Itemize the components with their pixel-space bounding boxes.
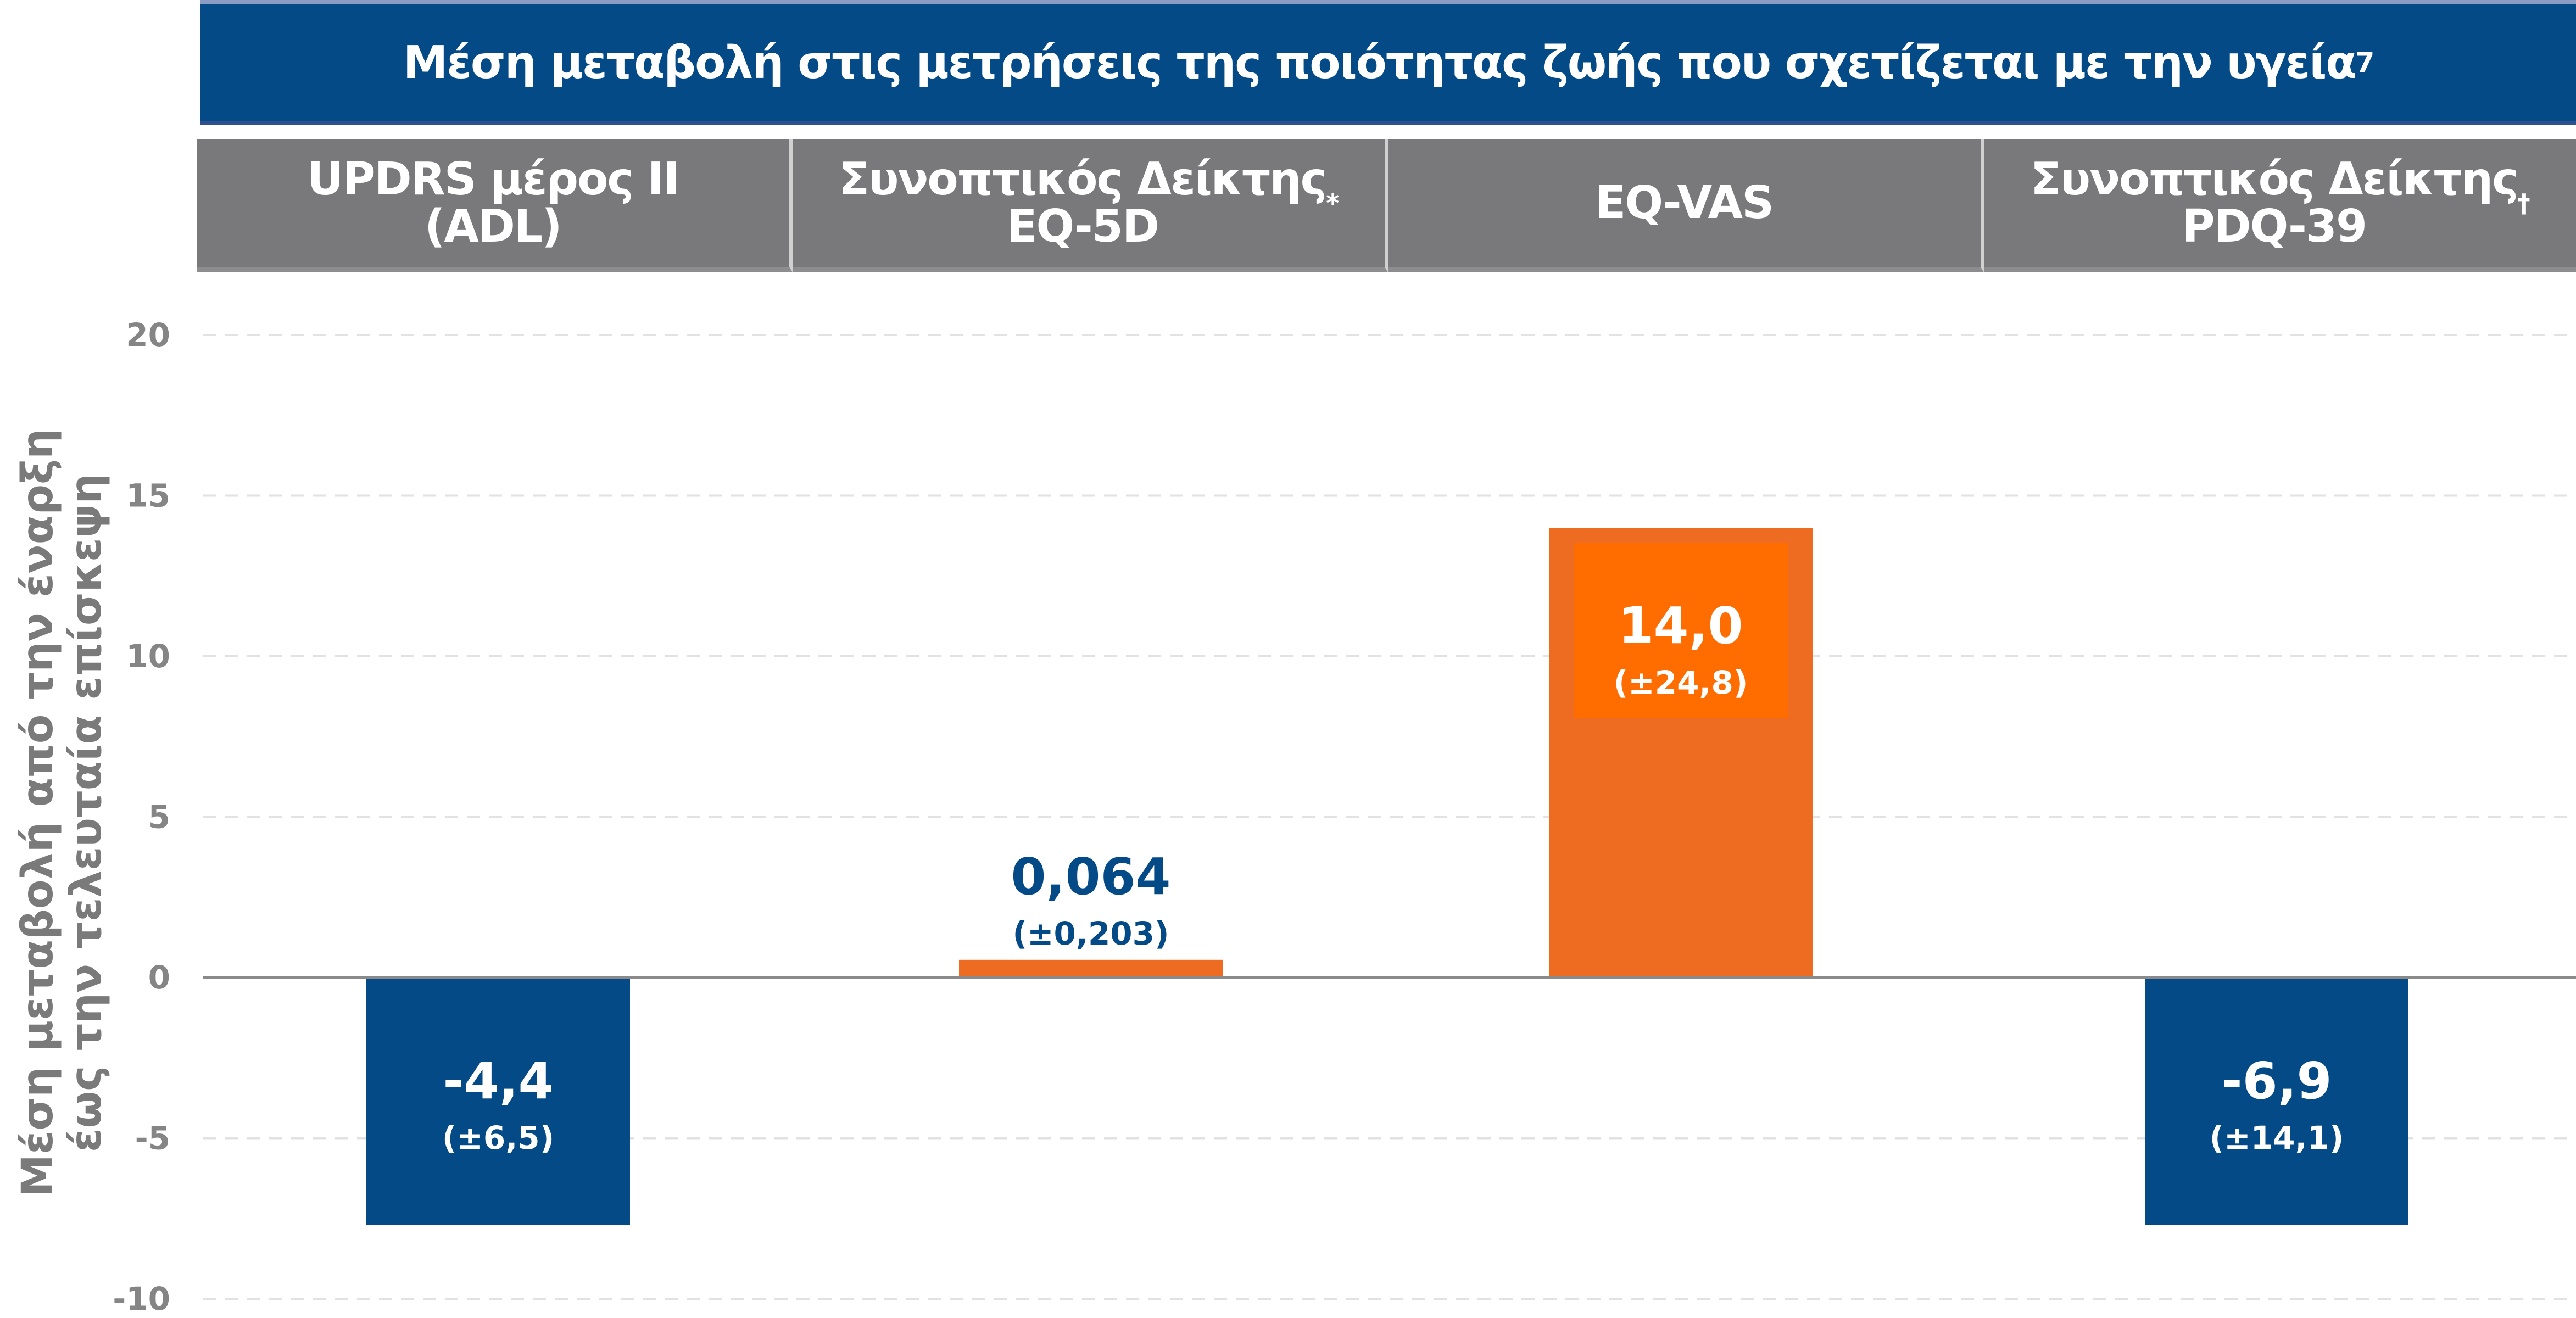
category-footnote: *: [1326, 188, 1339, 218]
value-label: 14,0: [1619, 596, 1743, 655]
value-label: 0,064: [1011, 847, 1170, 906]
value-labels: -4,4 (±6,5) 0,064 (±0,203) 14,0 (±24,8) -6,9 (±…: [442, 596, 2344, 1157]
bar-label-highlight: [1574, 543, 1788, 718]
category-label: EQ-VAS: [1595, 177, 1774, 229]
y-tick-label: 15: [126, 477, 170, 515]
category-header-eqvas: EQ-VAS: [1388, 139, 1984, 272]
gridlines: [203, 334, 2576, 1300]
bar: [959, 959, 1223, 978]
sd-label: (±0,203): [1012, 915, 1169, 952]
value-label: -6,9: [2221, 1052, 2332, 1110]
y-axis-title-line1: Μέση μεταβολή από την έναρξη: [13, 428, 63, 1197]
chart-title-footnote: 7: [2355, 47, 2375, 79]
y-tick-label: 10: [126, 638, 170, 675]
sd-label: (±24,8): [1614, 664, 1748, 701]
category-label: Συνοπτικός Δείκτης PDQ-39: [2030, 153, 2519, 253]
chart-title-text: Μέση μεταβολή στις μετρήσεις της ποιότητ…: [403, 36, 2357, 89]
category-label: Συνοπτικός Δείκτης EQ-5D: [839, 153, 1327, 253]
y-tick-label: 20: [126, 316, 170, 354]
y-tick-label: 5: [148, 798, 170, 836]
chart-title: Μέση μεταβολή στις μετρήσεις της ποιότητ…: [200, 0, 2576, 125]
category-footnote: †: [2517, 188, 2530, 218]
y-axis-title: Μέση μεταβολή από την έναρξη έως την τελ…: [13, 428, 111, 1197]
category-header-pdq39: Συνοπτικός Δείκτης PDQ-39 †: [1983, 139, 2576, 272]
bar: [366, 978, 630, 1225]
y-axis-title-line2: έως την τελευταία επίσκεψη: [62, 473, 111, 1152]
category-label: UPDRS μέρος II (ADL): [306, 153, 680, 253]
bar: [2145, 978, 2408, 1225]
sd-label: (±6,5): [442, 1119, 554, 1157]
value-label: -4,4: [443, 1052, 553, 1110]
category-header-eq5d: Συνοπτικός Δείκτης EQ-5D *: [792, 139, 1388, 272]
category-headers: UPDRS μέρος II (ADL) Συνοπτικός Δείκτης …: [197, 139, 2576, 272]
y-axis-ticks: 20 15 10 5 0 -5 -10: [113, 316, 170, 1317]
y-tick-label: -5: [135, 1120, 170, 1157]
category-header-updrs: UPDRS μέρος II (ADL): [197, 139, 793, 272]
y-tick-label: -10: [113, 1280, 170, 1317]
bars: [366, 528, 2408, 1225]
y-tick-label: 0: [148, 959, 170, 996]
sd-label: (±14,1): [2210, 1119, 2344, 1157]
